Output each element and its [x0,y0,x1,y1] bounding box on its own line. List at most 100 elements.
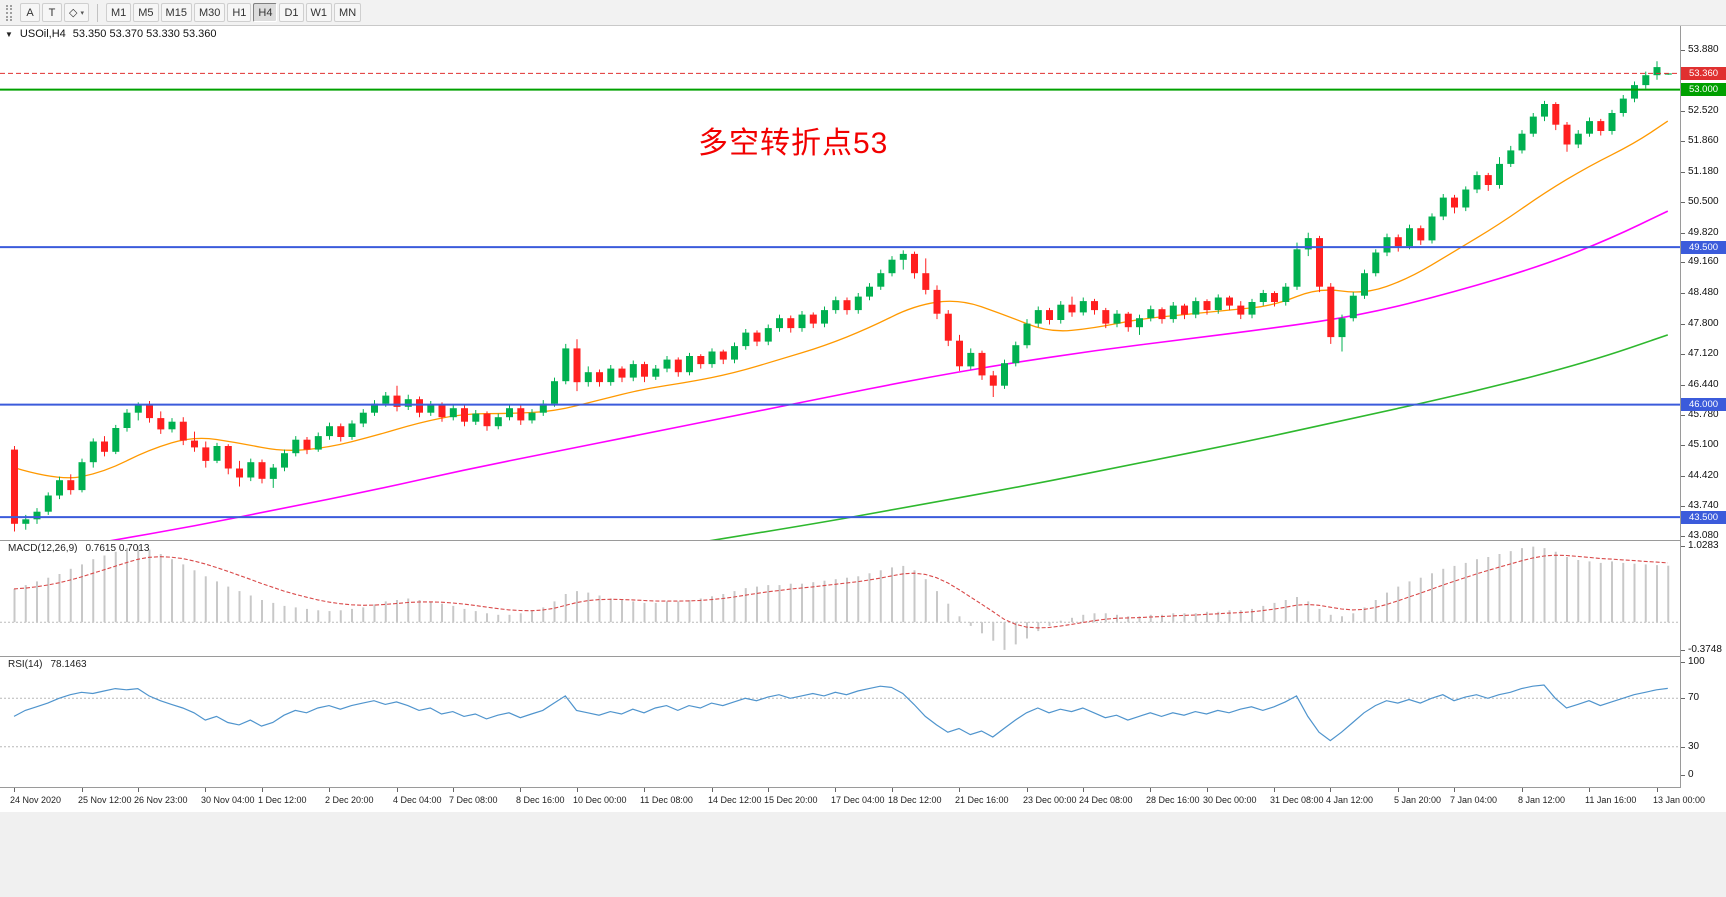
scale-tick-label: 1.0283 [1688,540,1719,551]
scale-tick [1681,324,1685,325]
chart-header: ▼ USOil,H4 53.350 53.370 53.330 53.360 [5,28,217,40]
scale-tick-label: 51.860 [1688,135,1719,146]
scale-tick-label: 30 [1688,741,1700,752]
time-tick [1207,788,1208,792]
one-click-trading-arrow[interactable]: ▼ [5,29,13,39]
scale-tick [1681,415,1685,416]
time-tick [329,788,330,792]
scale-tick [1681,293,1685,294]
timeframe-button-mn[interactable]: MN [334,3,362,22]
scale-tick-label: -0.3748 [1688,644,1722,655]
time-tick-label: 8 Jan 12:00 [1518,795,1566,805]
time-tick [712,788,713,792]
rsi-line [13,684,1668,742]
scale-tick [1681,233,1685,234]
panel-splitter[interactable] [0,656,1726,657]
time-tick [520,788,521,792]
scale-tick [1681,476,1685,477]
shapes-tool[interactable]: ◇ ▾ [64,3,89,22]
scale-tick-label: 53.880 [1688,44,1719,55]
scale-tick-label: 52.520 [1688,105,1719,116]
time-tick-label: 26 Nov 23:00 [134,795,188,805]
scale-tick [1681,698,1685,699]
scale-tick [1681,775,1685,776]
time-tick-label: 25 Nov 12:00 [78,795,132,805]
timeframe-button-m1[interactable]: M1 [105,3,132,22]
macd-panel[interactable] [0,541,1680,656]
time-tick [453,788,454,792]
scale-tick-label: 46.440 [1688,379,1719,390]
scale-tick [1681,747,1685,748]
scale-tick-label: 43.080 [1688,530,1719,541]
timeframe-button-h4[interactable]: H4 [253,3,278,22]
symbol-timeframe-label: USOil,H4 [19,28,66,40]
scale-tick [1681,662,1685,663]
scale-tick [1681,111,1685,112]
scale-tick-label: 45.780 [1688,409,1719,420]
time-tick-label: 2 Dec 20:00 [325,795,374,805]
timeframe-button-h1[interactable]: H1 [227,3,252,22]
price-badge-46.000: 46.000 [1681,398,1726,412]
timeframe-button-d1[interactable]: D1 [279,3,304,22]
time-tick [644,788,645,792]
time-tick [397,788,398,792]
time-tick-label: 31 Dec 08:00 [1270,795,1324,805]
chart-window: ▼ USOil,H4 53.350 53.370 53.330 53.360 多… [0,26,1726,813]
ma-fast-line [13,120,1669,479]
time-tick [1522,788,1523,792]
price-badge-53.000: 53.000 [1681,83,1726,97]
time-tick [14,788,15,792]
top-toolbar: A T ◇ ▾ M1 M5 M15 M30 H1 H4 D1 W1 MN [0,0,1726,26]
timeframe-button-m15[interactable]: M15 [160,3,192,22]
time-tick [1330,788,1331,792]
timeframe-button-m5[interactable]: M5 [133,3,159,22]
time-tick [1274,788,1275,792]
text-tool[interactable]: T [42,3,62,22]
time-tick-label: 10 Dec 00:00 [573,795,627,805]
time-tick-label: 7 Jan 04:00 [1450,795,1498,805]
time-tick [82,788,83,792]
time-tick-label: 14 Dec 12:00 [708,795,762,805]
scale-tick [1681,546,1685,547]
time-tick [1027,788,1028,792]
scale-tick-label: 47.800 [1688,318,1719,329]
scale-tick-label: 47.120 [1688,348,1719,359]
time-tick-label: 11 Dec 08:00 [640,795,693,805]
label-tool[interactable]: A [20,3,40,22]
window-background [0,812,1726,897]
time-tick [1454,788,1455,792]
time-tick-label: 18 Dec 12:00 [888,795,942,805]
time-tick [768,788,769,792]
chart-annotation-text[interactable]: 多空转折点53 [698,127,889,160]
panel-splitter[interactable] [0,787,1726,788]
time-tick-label: 5 Jan 20:00 [1394,795,1442,805]
scale-tick-label: 70 [1688,692,1700,703]
time-tick-label: 4 Jan 12:00 [1326,795,1374,805]
scale-tick [1681,50,1685,51]
scale-tick-label: 44.420 [1688,470,1719,481]
macd-indicator-label: MACD(12,26,9) 0.7615 0.7013 [8,543,150,554]
rsi-panel[interactable] [0,657,1680,787]
time-tick [1150,788,1151,792]
time-tick-label: 24 Dec 08:00 [1079,795,1133,805]
scale-tick-label: 0 [1688,769,1694,780]
scale-tick-label: 100 [1688,656,1705,667]
price-badge-43.500: 43.500 [1681,510,1726,524]
price-badge-49.500: 49.500 [1681,240,1726,254]
time-tick-label: 11 Jan 16:00 [1585,795,1637,805]
toolbar-grip-icon[interactable] [6,4,12,21]
price-scale[interactable]: 53.880 52.520 51.860 51.180 50.500 49.820 49.1… [1680,26,1726,788]
timeframe-button-w1[interactable]: W1 [305,3,333,22]
time-axis[interactable]: 24 Nov 2020 25 Nov 12:00 26 Nov 23:00 30 No… [0,788,1726,812]
drawing-tools-group: A T ◇ ▾ [19,3,90,22]
time-tick-label: 28 Dec 16:00 [1146,795,1200,805]
scale-tick [1681,262,1685,263]
scale-tick [1681,385,1685,386]
time-tick [138,788,139,792]
time-tick-label: 13 Jan 00:00 [1653,795,1706,805]
panel-splitter[interactable] [0,540,1726,541]
time-tick [835,788,836,792]
time-tick-label: 7 Dec 08:00 [449,795,498,805]
main-price-chart[interactable] [0,26,1680,540]
timeframe-button-m30[interactable]: M30 [193,3,226,22]
